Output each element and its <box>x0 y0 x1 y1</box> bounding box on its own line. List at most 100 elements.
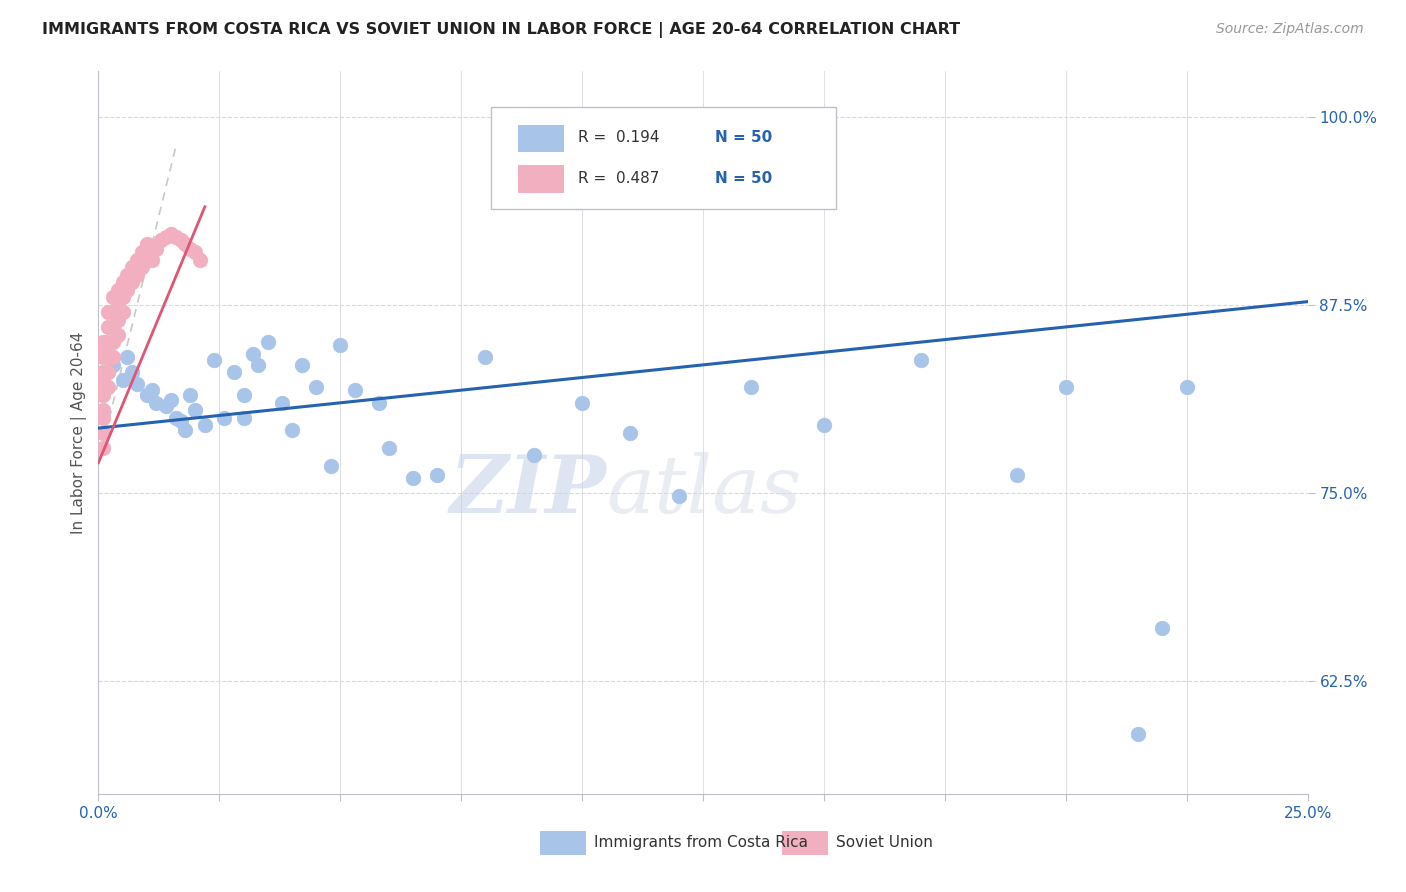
Point <box>160 227 183 241</box>
Point <box>121 366 143 380</box>
Point <box>101 320 124 334</box>
Point <box>474 351 496 365</box>
Point <box>169 233 191 247</box>
Point <box>402 471 425 485</box>
Point <box>165 230 187 244</box>
Point <box>319 458 342 473</box>
Bar <box>782 831 828 855</box>
Point <box>668 489 690 503</box>
Point <box>1175 380 1198 394</box>
Point <box>141 252 163 267</box>
Point <box>523 448 546 462</box>
FancyBboxPatch shape <box>492 108 837 209</box>
Point <box>813 418 835 433</box>
Text: ZIP: ZIP <box>450 451 606 529</box>
Point <box>368 395 391 409</box>
Text: R =  0.194: R = 0.194 <box>578 130 659 145</box>
Point <box>1152 621 1174 635</box>
Point <box>97 305 120 319</box>
Point <box>305 380 328 394</box>
Point <box>1054 380 1077 394</box>
Point <box>101 351 124 365</box>
Point <box>97 366 120 380</box>
Point <box>377 441 399 455</box>
Point <box>135 237 157 252</box>
Point <box>121 275 143 289</box>
Bar <box>540 831 586 855</box>
Point <box>174 237 197 252</box>
Point <box>91 388 114 402</box>
Point <box>160 392 183 407</box>
Point <box>188 252 211 267</box>
Point <box>131 260 153 274</box>
Point <box>91 441 114 455</box>
Point <box>91 425 114 440</box>
Point <box>1128 727 1150 741</box>
Point <box>619 425 641 440</box>
Point <box>97 335 120 350</box>
Point <box>101 335 124 350</box>
Point <box>194 418 217 433</box>
Point <box>179 242 201 256</box>
Point <box>91 410 114 425</box>
Point <box>329 338 352 352</box>
Point <box>97 320 120 334</box>
Point <box>97 351 120 365</box>
Point <box>426 467 449 482</box>
Point <box>127 252 149 267</box>
Point <box>343 384 366 398</box>
Point <box>155 399 177 413</box>
Point <box>127 377 149 392</box>
Point <box>107 327 129 342</box>
Text: Soviet Union: Soviet Union <box>837 835 934 850</box>
Point <box>155 230 177 244</box>
Text: R =  0.487: R = 0.487 <box>578 170 659 186</box>
Point <box>179 388 201 402</box>
Point <box>117 283 139 297</box>
Point <box>91 373 114 387</box>
Point <box>247 358 270 372</box>
Point <box>290 358 312 372</box>
Point <box>204 353 226 368</box>
Point <box>232 388 254 402</box>
Point <box>281 423 304 437</box>
Point <box>111 373 134 387</box>
Point <box>127 268 149 282</box>
Point <box>141 384 163 398</box>
Point <box>101 358 124 372</box>
Point <box>101 290 124 304</box>
Point <box>117 268 139 282</box>
Point <box>174 423 197 437</box>
Y-axis label: In Labor Force | Age 20-64: In Labor Force | Age 20-64 <box>72 332 87 533</box>
Point <box>131 244 153 259</box>
Point <box>97 366 120 380</box>
Point <box>571 395 593 409</box>
Point <box>111 275 134 289</box>
Point <box>242 347 264 361</box>
Point <box>135 388 157 402</box>
Text: Immigrants from Costa Rica: Immigrants from Costa Rica <box>595 835 808 850</box>
Point <box>101 305 124 319</box>
Point <box>91 366 114 380</box>
Text: N = 50: N = 50 <box>716 170 772 186</box>
Point <box>150 233 173 247</box>
Point <box>145 242 167 256</box>
Point <box>135 252 157 267</box>
Text: Source: ZipAtlas.com: Source: ZipAtlas.com <box>1216 22 1364 37</box>
Point <box>212 410 235 425</box>
Point <box>91 403 114 417</box>
Point <box>232 410 254 425</box>
Point <box>271 395 294 409</box>
Text: IMMIGRANTS FROM COSTA RICA VS SOVIET UNION IN LABOR FORCE | AGE 20-64 CORRELATIO: IMMIGRANTS FROM COSTA RICA VS SOVIET UNI… <box>42 22 960 38</box>
Point <box>91 380 114 394</box>
Point <box>111 290 134 304</box>
Point <box>184 244 207 259</box>
Point <box>117 351 139 365</box>
Point <box>145 395 167 409</box>
Text: N = 50: N = 50 <box>716 130 772 145</box>
Point <box>91 343 114 357</box>
Point <box>165 410 187 425</box>
Point <box>91 380 114 394</box>
Point <box>184 403 207 417</box>
Point <box>111 305 134 319</box>
